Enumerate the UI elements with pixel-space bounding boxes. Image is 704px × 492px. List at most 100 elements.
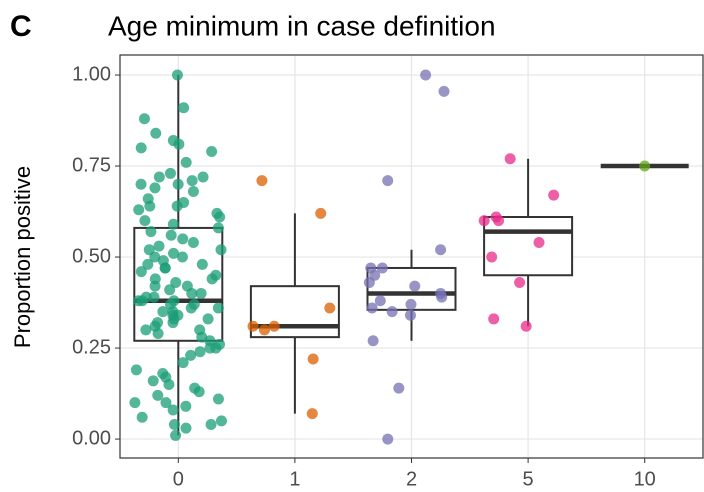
point [168,247,180,259]
point [324,302,336,314]
point [205,419,217,431]
point [193,386,205,398]
point [212,393,224,405]
point [404,309,416,321]
x-tick-label: 0 [173,468,184,490]
point [367,335,379,347]
point [212,302,224,314]
point [173,138,185,150]
marks [129,69,689,445]
point [180,400,192,412]
point [149,251,161,263]
point [204,342,216,354]
point [153,240,165,252]
point [247,320,259,332]
point [202,313,214,325]
point [533,236,545,248]
point [153,171,165,183]
point [197,171,209,183]
point [145,226,157,238]
point [493,215,505,227]
point [438,85,450,97]
point [187,186,199,198]
point [177,233,189,245]
point [130,364,142,376]
point [268,320,280,332]
point [163,378,175,390]
point [133,204,145,216]
point [172,178,184,190]
point [382,433,394,445]
point [170,277,182,289]
point [164,284,176,296]
point [639,160,651,172]
point [376,262,388,274]
point [206,273,218,285]
point [149,280,161,292]
point [159,262,171,274]
point [315,207,327,219]
point [514,277,526,289]
point [256,175,268,187]
point [488,313,500,325]
x-tick-label: 5 [523,468,534,490]
point [374,295,386,307]
point [393,382,405,394]
point [405,298,417,310]
point [177,357,189,369]
point [140,324,152,336]
point [150,127,162,139]
point [148,291,160,303]
point [157,306,169,318]
point [196,258,208,270]
point [167,404,179,416]
chart-title: Age minimum in case definition [108,10,496,41]
point [167,218,179,230]
point [195,287,207,299]
point [167,317,179,329]
point [409,280,421,292]
point [194,346,206,358]
point [139,215,151,227]
point [142,258,154,270]
point [478,215,490,227]
point [307,353,319,365]
point [136,411,148,423]
point [382,175,394,187]
point [144,200,156,212]
point [178,102,190,114]
point [147,375,159,387]
point [171,200,183,212]
point [420,69,432,81]
point [214,211,226,223]
point [215,415,227,427]
point [135,266,147,278]
x-tick-label: 10 [634,468,656,490]
y-tick-label: 1.00 [72,63,111,85]
point [164,167,176,179]
point [180,156,192,168]
y-tick-label: 0.00 [72,427,111,449]
panel-label: C [10,10,32,43]
point [129,397,141,409]
point [170,429,182,441]
point [135,178,147,190]
point [186,175,198,187]
point [366,302,378,314]
point [149,182,161,194]
x-tick-label: 2 [406,468,417,490]
point [212,222,224,234]
point [185,302,197,314]
point [206,145,218,157]
y-axis-label: Proportion positive [10,166,35,348]
point [258,324,270,336]
point [132,295,144,307]
point [176,251,188,263]
y-tick-label: 0.50 [72,245,111,267]
x-tick-label: 1 [289,468,300,490]
point [165,229,177,241]
y-tick-label: 0.75 [72,154,111,176]
point [152,327,164,339]
point [215,244,227,256]
